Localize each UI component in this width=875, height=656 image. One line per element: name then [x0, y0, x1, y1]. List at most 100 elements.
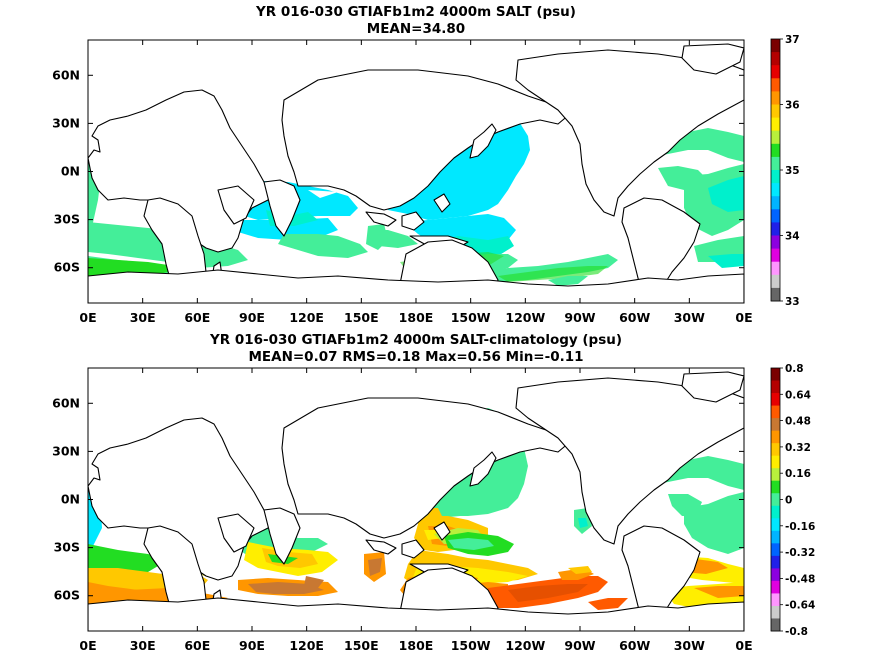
bottom-colorbar-swatch: [771, 568, 780, 582]
bottom-colorbar-swatch: [771, 505, 780, 519]
bottom-colorbar-swatch: [771, 368, 780, 382]
bottom-lon-label: 180E: [399, 638, 434, 653]
bottom-colorbar-swatch: [771, 555, 780, 569]
top-colorbar-swatch: [771, 287, 780, 302]
bottom-panel-title: YR 016-030 GTIAFb1m2 4000m SALT-climatol…: [209, 332, 622, 348]
top-lat-label: 60S: [54, 260, 80, 275]
top-colorbar-swatch: [771, 117, 780, 132]
top-lon-label: 30W: [674, 310, 705, 325]
bottom-colorbar-swatch: [771, 405, 780, 419]
bottom-lat-label: 30S: [54, 540, 80, 555]
top-lat-label: 60N: [52, 67, 80, 82]
top-lon-label: 90W: [564, 310, 595, 325]
bottom-colorbar-swatch: [771, 605, 780, 619]
top-colorbar-swatch: [771, 170, 780, 184]
top-colorbar-swatch: [771, 39, 780, 53]
top-lon-label: 0E: [735, 310, 752, 325]
top-colorbar-label: 37: [785, 34, 800, 46]
top-colorbar-label: 35: [785, 165, 800, 177]
bottom-lon-label: 30W: [674, 638, 705, 653]
bottom-colorbar-label: -0.8: [785, 626, 808, 638]
top-colorbar-swatch: [771, 156, 780, 171]
top-colorbar-label: 33: [785, 296, 800, 308]
bottom-colorbar-swatch: [771, 443, 780, 457]
top-lon-label: 120W: [505, 310, 545, 325]
bottom-colorbar-label: -0.64: [785, 600, 815, 612]
top-lon-label: 0E: [79, 310, 96, 325]
bottom-lon-label: 60E: [184, 638, 210, 653]
bottom-colorbar-swatch: [771, 543, 780, 557]
top-colorbar-swatch: [771, 130, 780, 145]
top-colorbar-label: 36: [785, 100, 800, 112]
bottom-colorbar-swatch: [771, 593, 780, 607]
bottom-colorbar: 0.8 0.64 0.48 0.32 0.16 0 -0.16 -0.32 -0.48 -0.64…: [770, 363, 815, 638]
bottom-lon-label: 30E: [130, 638, 156, 653]
top-lat-label: 30N: [52, 115, 80, 130]
bottom-lat-label: 60S: [54, 588, 80, 603]
bottom-lat-label: 60N: [52, 395, 80, 410]
bottom-colorbar-swatch: [771, 430, 780, 444]
bottom-colorbar-swatch: [771, 468, 780, 482]
bottom-colorbar-swatch: [771, 380, 780, 394]
bottom-colorbar-label: 0.8: [785, 363, 804, 375]
top-map: [88, 40, 744, 303]
top-panel-subtitle: MEAN=34.80: [367, 21, 465, 37]
top-lon-label: 90E: [239, 310, 265, 325]
top-lon-label: 150W: [451, 310, 491, 325]
bottom-colorbar-label: -0.16: [785, 521, 815, 533]
bottom-colorbar-label: -0.48: [785, 573, 815, 585]
bottom-colorbar-label: 0.16: [785, 468, 811, 480]
top-map-axes: 0E 30E 60E 90E 120E 150E 180E 150W 120W 90W 60W 30W…: [52, 40, 753, 325]
top-colorbar-swatch: [771, 143, 780, 158]
bottom-lon-label: 120E: [289, 638, 324, 653]
top-colorbar-swatch: [771, 65, 780, 79]
bottom-colorbar-swatch: [771, 580, 780, 594]
bottom-colorbar-label: 0.32: [785, 442, 811, 454]
top-lon-label: 180E: [399, 310, 434, 325]
bottom-colorbar-label: 0.48: [785, 416, 811, 428]
bottom-colorbar-swatch: [771, 618, 780, 632]
top-lon-label: 30E: [130, 310, 156, 325]
bottom-map-axes: 0E 30E 60E 90E 120E 150E 180E 150W 120W 90W 60W 30W…: [52, 368, 753, 653]
bottom-lon-label: 150E: [344, 638, 379, 653]
bottom-colorbar-swatch: [771, 493, 780, 507]
top-lat-label: 30S: [54, 212, 80, 227]
bottom-lon-label: 120W: [505, 638, 545, 653]
bottom-colorbar-swatch: [771, 418, 780, 432]
top-lon-label: 120E: [289, 310, 324, 325]
bottom-panel-subtitle: MEAN=0.07 RMS=0.18 Max=0.56 Min=-0.11: [248, 349, 583, 365]
bottom-lon-label: 60W: [619, 638, 650, 653]
bottom-colorbar-swatch: [771, 455, 780, 469]
bottom-colorbar-swatch: [771, 393, 780, 407]
top-lon-label: 60E: [184, 310, 210, 325]
top-colorbar-swatch: [771, 91, 780, 105]
bottom-colorbar-label: 0.64: [785, 389, 811, 401]
bottom-lon-label: 0E: [735, 638, 752, 653]
bottom-colorbar-label: -0.32: [785, 547, 815, 559]
top-lat-label: 0N: [61, 164, 80, 179]
bottom-lon-label: 0E: [79, 638, 96, 653]
top-colorbar-swatch: [771, 78, 780, 92]
top-colorbar-swatch: [771, 183, 780, 197]
bottom-colorbar-swatch: [771, 518, 780, 532]
bottom-colorbar-swatch: [771, 480, 780, 494]
bottom-lon-label: 150W: [451, 638, 491, 653]
top-colorbar-label: 34: [785, 231, 800, 243]
top-colorbar-swatch: [771, 261, 780, 276]
bottom-colorbar-label: 0: [785, 495, 792, 507]
top-lon-label: 150E: [344, 310, 379, 325]
bottom-lon-label: 90W: [564, 638, 595, 653]
bottom-colorbar-swatch: [771, 530, 780, 544]
bottom-lon-label: 90E: [239, 638, 265, 653]
bottom-lat-label: 0N: [61, 492, 80, 507]
top-colorbar-swatch: [771, 222, 780, 236]
top-colorbar-swatch: [771, 248, 780, 263]
top-colorbar-swatch: [771, 52, 780, 66]
top-colorbar-swatch: [771, 196, 780, 210]
top-colorbar-swatch: [771, 274, 780, 289]
bottom-lat-label: 30N: [52, 443, 80, 458]
top-colorbar: 37 36 35 34 33: [770, 34, 800, 308]
top-panel-title: YR 016-030 GTIAFb1m2 4000m SALT (psu): [255, 4, 576, 20]
bottom-map: [88, 368, 744, 631]
